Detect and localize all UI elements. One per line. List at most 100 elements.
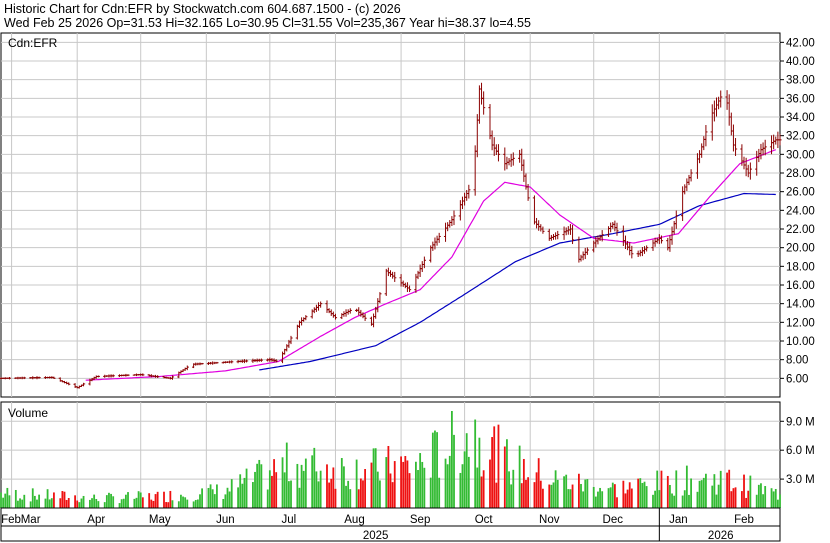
volume-bar xyxy=(196,499,199,508)
volume-bar xyxy=(139,492,142,508)
volume-bar xyxy=(613,484,616,508)
price-tick-label: 16.00 xyxy=(786,280,815,292)
volume-bar xyxy=(296,463,299,508)
volume-bar xyxy=(542,488,544,508)
volume-bar xyxy=(74,495,76,508)
year-label: 2025 xyxy=(363,530,389,542)
volume-bar xyxy=(152,500,155,508)
volume-bar xyxy=(597,491,599,508)
price-bar xyxy=(556,230,560,240)
fast-moving-average-line xyxy=(85,149,777,381)
volume-bar xyxy=(95,499,98,508)
volume-bar xyxy=(592,486,595,508)
volume-bar xyxy=(256,463,259,508)
volume-bar xyxy=(184,497,187,508)
volume-bar xyxy=(537,458,540,508)
price-tick-label: 6.00 xyxy=(786,373,808,385)
volume-bar xyxy=(774,488,777,508)
volume-bar xyxy=(421,461,424,508)
volume-bar xyxy=(78,502,81,508)
volume-bar xyxy=(372,448,375,508)
volume-bar xyxy=(44,498,47,508)
volume-bar xyxy=(46,489,49,508)
price-bar xyxy=(600,230,604,242)
volume-bar xyxy=(584,479,587,508)
volume-bar xyxy=(637,478,640,508)
volume-bar xyxy=(76,500,79,508)
volume-bar xyxy=(506,439,508,508)
price-tick-label: 22.00 xyxy=(786,224,815,236)
volume-bar xyxy=(334,488,337,508)
volume-bar xyxy=(730,491,733,508)
price-bar xyxy=(422,256,426,269)
volume-bar xyxy=(268,470,271,508)
volume-bar xyxy=(669,484,671,508)
price-tick-label: 18.00 xyxy=(786,261,815,273)
price-bar xyxy=(585,247,589,255)
volume-bar xyxy=(163,491,165,508)
volume-bar xyxy=(491,437,494,508)
volume-bar xyxy=(552,482,555,508)
volume-bar xyxy=(290,480,292,508)
price-bar xyxy=(748,162,752,180)
volume-bar xyxy=(230,479,233,508)
volume-bar xyxy=(273,459,275,508)
volume-bar xyxy=(89,499,91,508)
volume-bar xyxy=(311,455,314,508)
volume-bar xyxy=(108,492,110,508)
volume-bar xyxy=(535,472,538,508)
price-bar xyxy=(319,301,323,308)
volume-panel-title: Volume xyxy=(8,406,48,420)
volume-axis: 3.0 M 6.0 M 9.0 M xyxy=(780,416,815,486)
volume-bar xyxy=(567,489,570,508)
volume-bar xyxy=(429,477,432,508)
volume-bar xyxy=(222,498,225,508)
volume-bar xyxy=(154,494,157,508)
volume-bar xyxy=(167,502,170,508)
volume-bar xyxy=(660,470,663,508)
price-tick-label: 24.00 xyxy=(786,205,815,217)
price-bar xyxy=(733,138,738,156)
volume-bar xyxy=(624,493,627,508)
volume-bar xyxy=(431,432,434,508)
price-bar xyxy=(156,375,160,379)
volume-bar xyxy=(150,499,153,508)
volume-bar xyxy=(118,503,121,508)
volume-bar xyxy=(510,484,513,508)
month-label: Feb xyxy=(1,514,21,526)
price-bar xyxy=(230,360,234,364)
volume-bar xyxy=(474,419,477,508)
volume-bar xyxy=(243,477,246,508)
volume-bar xyxy=(201,488,204,508)
price-bar xyxy=(170,375,175,380)
volume-bar xyxy=(459,472,462,508)
volume-bar xyxy=(563,476,565,508)
price-tick-label: 26.00 xyxy=(786,187,815,199)
price-tick-label: 28.00 xyxy=(786,168,815,180)
volume-bar xyxy=(137,491,140,508)
volume-bar xyxy=(317,481,320,508)
volume-bar xyxy=(266,489,269,508)
volume-bar xyxy=(91,498,93,508)
price-panel xyxy=(0,32,781,398)
price-bar xyxy=(541,226,545,234)
price-tick-label: 30.00 xyxy=(786,149,815,161)
volume-bar xyxy=(6,487,9,508)
volume-bar xyxy=(719,470,722,508)
volume-bar xyxy=(48,499,51,508)
price-bar xyxy=(259,358,263,362)
volume-bar xyxy=(298,487,301,508)
volume-bar xyxy=(319,470,322,508)
volume-bar xyxy=(97,501,100,508)
volume-bar xyxy=(14,489,17,508)
volume-bar xyxy=(525,479,527,508)
volume-bar xyxy=(211,489,214,508)
volume-bar xyxy=(80,498,83,508)
volume-bar xyxy=(326,464,328,508)
volume-bar xyxy=(300,464,303,508)
price-bar xyxy=(482,91,486,115)
volume-bar xyxy=(639,478,642,508)
volume-bar xyxy=(628,482,631,508)
price-bar xyxy=(67,382,71,386)
volume-bar xyxy=(675,470,678,508)
